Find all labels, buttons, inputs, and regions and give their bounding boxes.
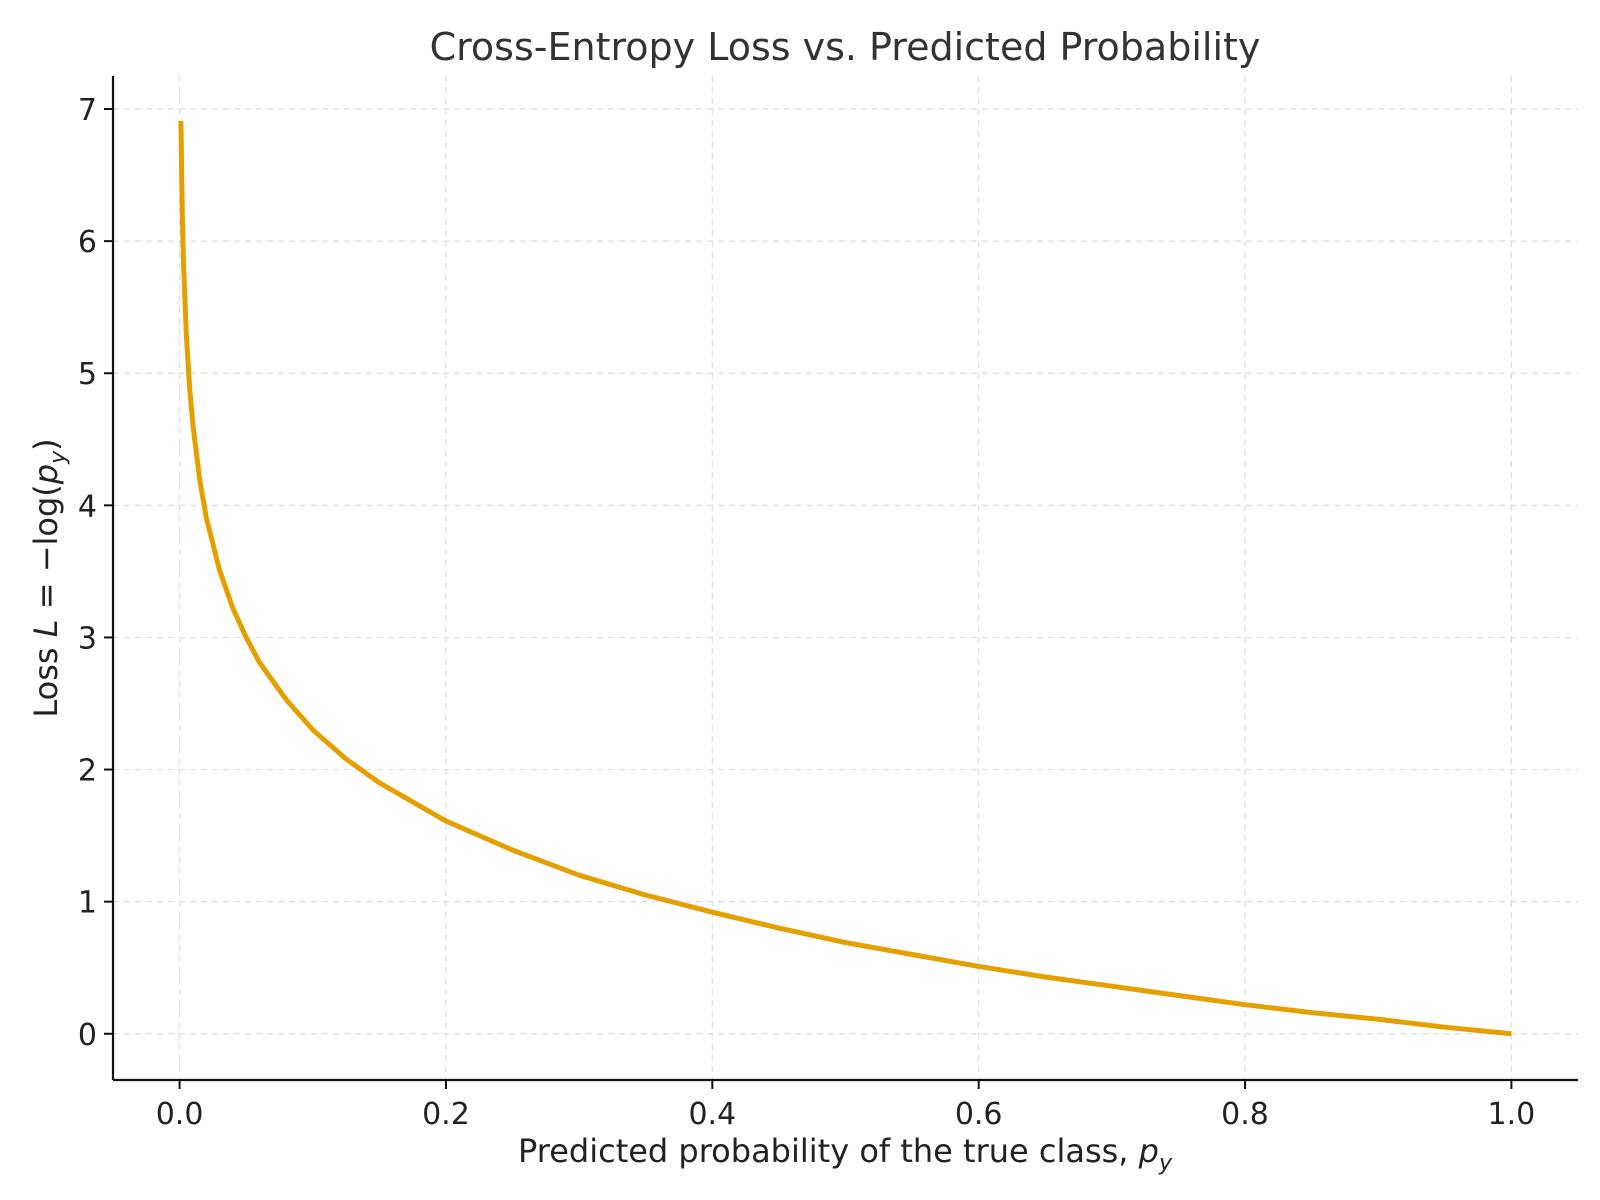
x-tick-label: 0.0	[156, 1097, 204, 1132]
y-axis-label-middle: = −log(	[27, 484, 65, 619]
x-axis-label-text: Predicted probability of the true class,	[518, 1132, 1139, 1170]
y-tick-label: 2	[78, 754, 97, 789]
x-tick-label: 0.6	[955, 1097, 1003, 1132]
x-tick-label: 0.8	[1221, 1097, 1269, 1132]
x-axis-label: Predicted probability of the true class,…	[518, 1132, 1173, 1176]
loss-curve-line	[178, 120, 1512, 1037]
y-tick-label: 0	[78, 1018, 97, 1053]
ticks: 0.0 0.2 0.4 0.6 0.8 1.0 0 1 2 3 4 5 6 7	[78, 93, 1535, 1132]
y-axis-label-subscript: y	[46, 450, 71, 465]
series-group	[178, 120, 1512, 1037]
y-axis-label-p: p	[27, 464, 65, 485]
y-axis-label-suffix: )	[27, 438, 65, 450]
grid	[113, 76, 1578, 1080]
y-tick-label: 1	[78, 886, 97, 921]
chart-title: Cross-Entropy Loss vs. Predicted Probabi…	[430, 25, 1261, 69]
y-axis-label: Loss L = −log(py)	[27, 438, 71, 717]
x-tick-label: 1.0	[1488, 1097, 1536, 1132]
x-tick-label: 0.2	[422, 1097, 470, 1132]
x-axis-label-subscript: y	[1158, 1151, 1173, 1176]
y-axis-label-symbol: L	[27, 619, 65, 637]
y-tick-label: 6	[78, 225, 97, 260]
y-tick-label: 3	[78, 621, 97, 656]
x-axis-label-symbol: p	[1138, 1132, 1159, 1170]
y-tick-label: 7	[78, 93, 97, 128]
y-tick-label: 4	[78, 489, 97, 524]
y-tick-label: 5	[78, 357, 97, 392]
y-axis-label-prefix: Loss	[27, 637, 65, 717]
x-tick-label: 0.4	[688, 1097, 736, 1132]
